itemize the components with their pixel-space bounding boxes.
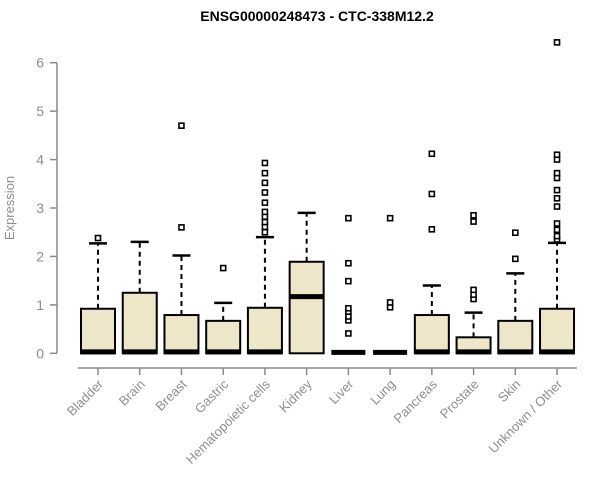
box-unknown-other: [539, 39, 576, 355]
outlier-point: [553, 220, 561, 227]
box-skin: [497, 229, 534, 355]
outlier-point: [470, 218, 477, 225]
y-axis-label: Expression: [2, 176, 17, 240]
outlier-point: [219, 264, 227, 272]
outlier-point: [386, 299, 394, 306]
outlier-point: [511, 255, 519, 263]
outlier-point: [553, 151, 561, 159]
outlier-point: [553, 232, 561, 240]
x-category-label: Skin: [495, 377, 523, 405]
outlier-point: [261, 179, 269, 187]
x-category-label: Prostate: [437, 377, 482, 422]
outlier-point: [553, 195, 561, 202]
outlier-point: [428, 190, 436, 198]
box-rect: [288, 260, 325, 355]
y-tick-label: 4: [36, 152, 44, 168]
y-tick-label: 6: [36, 55, 44, 71]
x-category-label: Lung: [367, 377, 398, 408]
outlier-point: [470, 211, 477, 219]
outlier-point: [261, 159, 269, 167]
box-rect: [497, 319, 534, 355]
box-bladder: [80, 234, 116, 355]
outlier-point: [345, 304, 352, 312]
outlier-point: [428, 150, 436, 158]
outlier-point: [261, 218, 269, 226]
box-hematopoietic-cells: [246, 159, 283, 355]
box-gastric: [205, 264, 242, 355]
x-category-label: Kidney: [276, 376, 315, 415]
outlier-point: [261, 189, 269, 196]
outlier-point: [178, 224, 185, 231]
outlier-point: [511, 229, 519, 237]
outlier-point: [261, 199, 269, 206]
y-tick-label: 0: [36, 345, 44, 361]
x-category-label: Pancreas: [391, 376, 441, 426]
box-prostate: [455, 211, 492, 355]
y-tick-label: 1: [36, 297, 44, 313]
outlier-point: [178, 122, 185, 129]
x-category-label: Breast: [152, 376, 189, 413]
outlier-point: [553, 169, 561, 177]
x-category-label: Liver: [326, 376, 357, 407]
x-category-label: Brain: [116, 377, 148, 409]
outlier-point: [345, 330, 352, 337]
outlier-point: [345, 259, 352, 267]
box-breast: [163, 122, 200, 355]
outlier-point: [553, 226, 561, 234]
x-category-label: Bladder: [64, 376, 107, 419]
outlier-point: [553, 203, 561, 210]
outlier-point: [553, 186, 561, 194]
box-rect: [163, 314, 200, 355]
outlier-point: [553, 39, 561, 46]
box-rect: [413, 314, 450, 355]
chart-title: ENSG00000248473 - CTC-338M12.2: [200, 8, 434, 24]
outlier-point: [386, 214, 394, 222]
box-kidney: [288, 211, 325, 355]
box-lung: [373, 214, 408, 355]
x-category-label: Gastric: [192, 376, 232, 416]
box-rect: [539, 307, 576, 355]
y-axis: 0 1 2 3 4 5 6: [36, 55, 58, 361]
box-pancreas: [413, 150, 450, 355]
box-rect: [121, 291, 158, 355]
outlier-point: [261, 169, 269, 177]
x-category-label: Unknown / Other: [486, 376, 566, 456]
y-tick-label: 5: [36, 103, 44, 119]
y-tick-label: 2: [36, 248, 44, 264]
box-rect: [205, 319, 242, 355]
box-rect: [246, 306, 283, 355]
box-brain: [121, 240, 158, 355]
y-tick-label: 3: [36, 200, 44, 216]
outlier-point: [261, 208, 269, 216]
outlier-point: [345, 277, 352, 285]
outlier-point: [94, 234, 102, 242]
outlier-point: [261, 228, 269, 236]
outlier-point: [428, 226, 436, 233]
outlier-point: [345, 214, 352, 222]
outlier-point: [470, 286, 477, 294]
box-rect: [80, 307, 116, 355]
box-liver: [331, 214, 366, 355]
